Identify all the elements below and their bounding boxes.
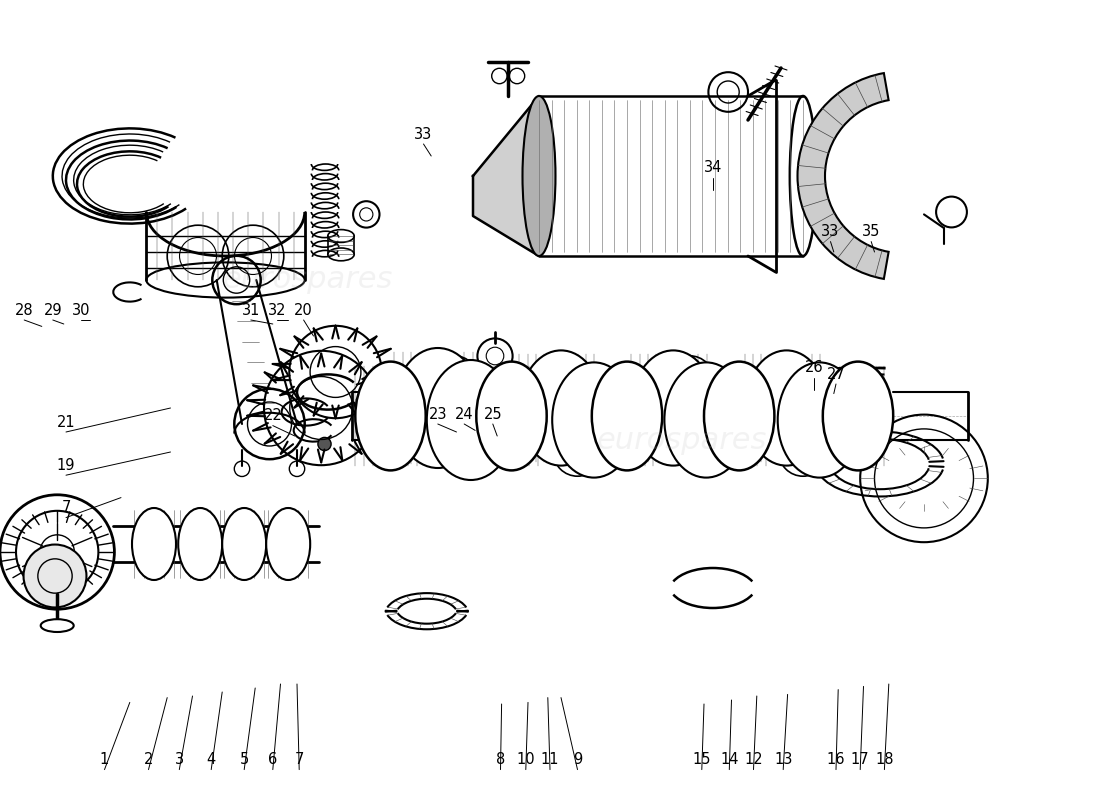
Text: 34: 34 <box>704 161 722 175</box>
Text: 3: 3 <box>175 753 184 767</box>
Text: 13: 13 <box>774 753 792 767</box>
Text: 6: 6 <box>268 753 277 767</box>
Text: 27: 27 <box>826 367 846 382</box>
Text: 14: 14 <box>720 753 738 767</box>
Ellipse shape <box>178 508 222 580</box>
Ellipse shape <box>476 362 547 470</box>
Text: 23: 23 <box>429 407 447 422</box>
Text: 8: 8 <box>496 753 505 767</box>
Ellipse shape <box>427 360 515 480</box>
Ellipse shape <box>23 545 87 607</box>
Text: 25: 25 <box>484 407 502 422</box>
Ellipse shape <box>394 348 482 468</box>
Text: 17: 17 <box>851 753 869 767</box>
Text: 28: 28 <box>15 303 33 318</box>
Text: 16: 16 <box>827 753 845 767</box>
Ellipse shape <box>664 362 748 478</box>
Text: 2: 2 <box>144 753 153 767</box>
Text: 12: 12 <box>745 753 762 767</box>
Ellipse shape <box>778 362 861 478</box>
Text: 33: 33 <box>822 225 839 239</box>
Ellipse shape <box>704 362 774 470</box>
Text: 20: 20 <box>294 303 313 318</box>
Text: 1: 1 <box>100 753 109 767</box>
Ellipse shape <box>355 362 426 470</box>
Text: 33: 33 <box>415 127 432 142</box>
Text: 29: 29 <box>44 303 62 318</box>
Text: 4: 4 <box>207 753 216 767</box>
Text: 9: 9 <box>573 753 582 767</box>
Ellipse shape <box>552 362 636 478</box>
Text: 5: 5 <box>240 753 249 767</box>
Text: 15: 15 <box>693 753 711 767</box>
Ellipse shape <box>318 438 331 450</box>
Text: 24: 24 <box>455 407 473 422</box>
Text: 21: 21 <box>57 415 75 430</box>
Text: 11: 11 <box>541 753 559 767</box>
Ellipse shape <box>745 350 828 466</box>
Text: eurospares: eurospares <box>597 426 767 454</box>
Ellipse shape <box>631 350 715 466</box>
Ellipse shape <box>592 362 662 470</box>
Text: eurospares: eurospares <box>223 266 393 294</box>
Text: 19: 19 <box>57 458 75 473</box>
Text: 22: 22 <box>263 409 283 423</box>
Polygon shape <box>473 96 539 256</box>
Ellipse shape <box>522 96 556 256</box>
Ellipse shape <box>519 350 603 466</box>
Ellipse shape <box>823 362 893 470</box>
Text: 10: 10 <box>517 753 535 767</box>
Wedge shape <box>798 73 889 279</box>
Text: 30: 30 <box>73 303 90 318</box>
Text: 31: 31 <box>242 303 260 318</box>
Text: 35: 35 <box>862 225 880 239</box>
Ellipse shape <box>222 508 266 580</box>
Text: 18: 18 <box>876 753 893 767</box>
Ellipse shape <box>266 508 310 580</box>
Text: 7: 7 <box>295 753 304 767</box>
Text: 32: 32 <box>268 303 286 318</box>
Ellipse shape <box>41 619 74 632</box>
Text: 7: 7 <box>62 501 70 515</box>
Text: 26: 26 <box>805 361 823 375</box>
Ellipse shape <box>132 508 176 580</box>
